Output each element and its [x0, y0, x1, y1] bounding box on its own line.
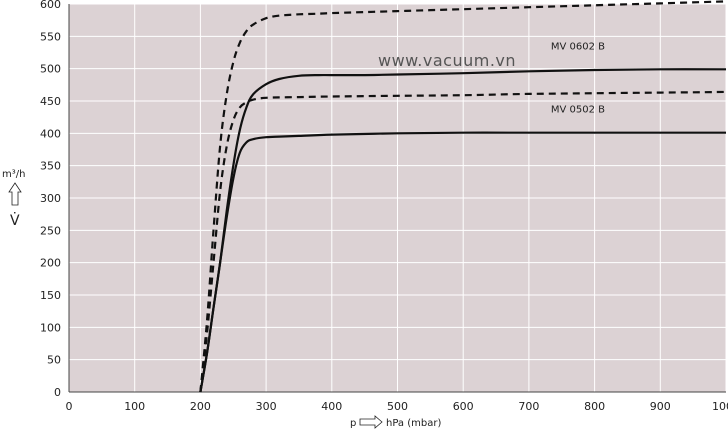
- x-tick-label: 100: [124, 400, 145, 413]
- x-tick-label: 300: [256, 400, 277, 413]
- x-axis-symbol: p: [350, 418, 356, 429]
- x-axis-arrow-icon: [359, 415, 383, 429]
- y-tick-label: 50: [47, 354, 61, 367]
- y-tick-label: 250: [40, 224, 61, 237]
- x-tick-label: 600: [453, 400, 474, 413]
- x-axis-label: hPa (mbar): [386, 418, 441, 429]
- series-lines: [199, 0, 727, 393]
- y-tick-label: 600: [40, 0, 61, 11]
- y-axis-arrow-icon: [8, 182, 22, 206]
- series-label: MV 0502 B: [551, 105, 605, 116]
- y-tick-label: 550: [40, 30, 61, 43]
- axis-labels: p hPa (mbar) m³/h V̇: [2, 169, 441, 429]
- x-tick-label: 500: [387, 400, 408, 413]
- y-tick-label: 400: [40, 127, 61, 140]
- series-line-solid: [199, 131, 726, 393]
- watermark: www.vacuum.vn: [378, 51, 516, 70]
- x-tick-label: 200: [190, 400, 211, 413]
- y-axis-symbol: V̇: [10, 212, 20, 229]
- series-line-dashed: [199, 0, 727, 393]
- y-tick-label: 450: [40, 95, 61, 108]
- y-axis-unit: m³/h: [2, 169, 25, 180]
- x-tick-label: 700: [518, 400, 539, 413]
- x-tick-label: 900: [650, 400, 671, 413]
- y-tick-label: 300: [40, 192, 61, 205]
- axis-ticks: 0 100 200 300 400 500 600 700 800 900 1000 0 50 100 15…: [40, 0, 728, 413]
- y-tick-label: 100: [40, 321, 61, 334]
- x-tick-label: 0: [66, 400, 73, 413]
- x-tick-label: 1000: [712, 400, 728, 413]
- y-tick-label: 0: [54, 386, 61, 399]
- y-tick-label: 200: [40, 257, 61, 270]
- y-tick-label: 350: [40, 160, 61, 173]
- series-line-dashed: [199, 90, 727, 393]
- x-tick-label: 800: [584, 400, 605, 413]
- y-tick-label: 150: [40, 289, 61, 302]
- y-tick-label: 500: [40, 63, 61, 76]
- x-tick-label: 400: [321, 400, 342, 413]
- series-label: MV 0602 B: [551, 41, 605, 52]
- annotations: www.vacuum.vn MV 0602 B MV 0502 B: [378, 41, 605, 115]
